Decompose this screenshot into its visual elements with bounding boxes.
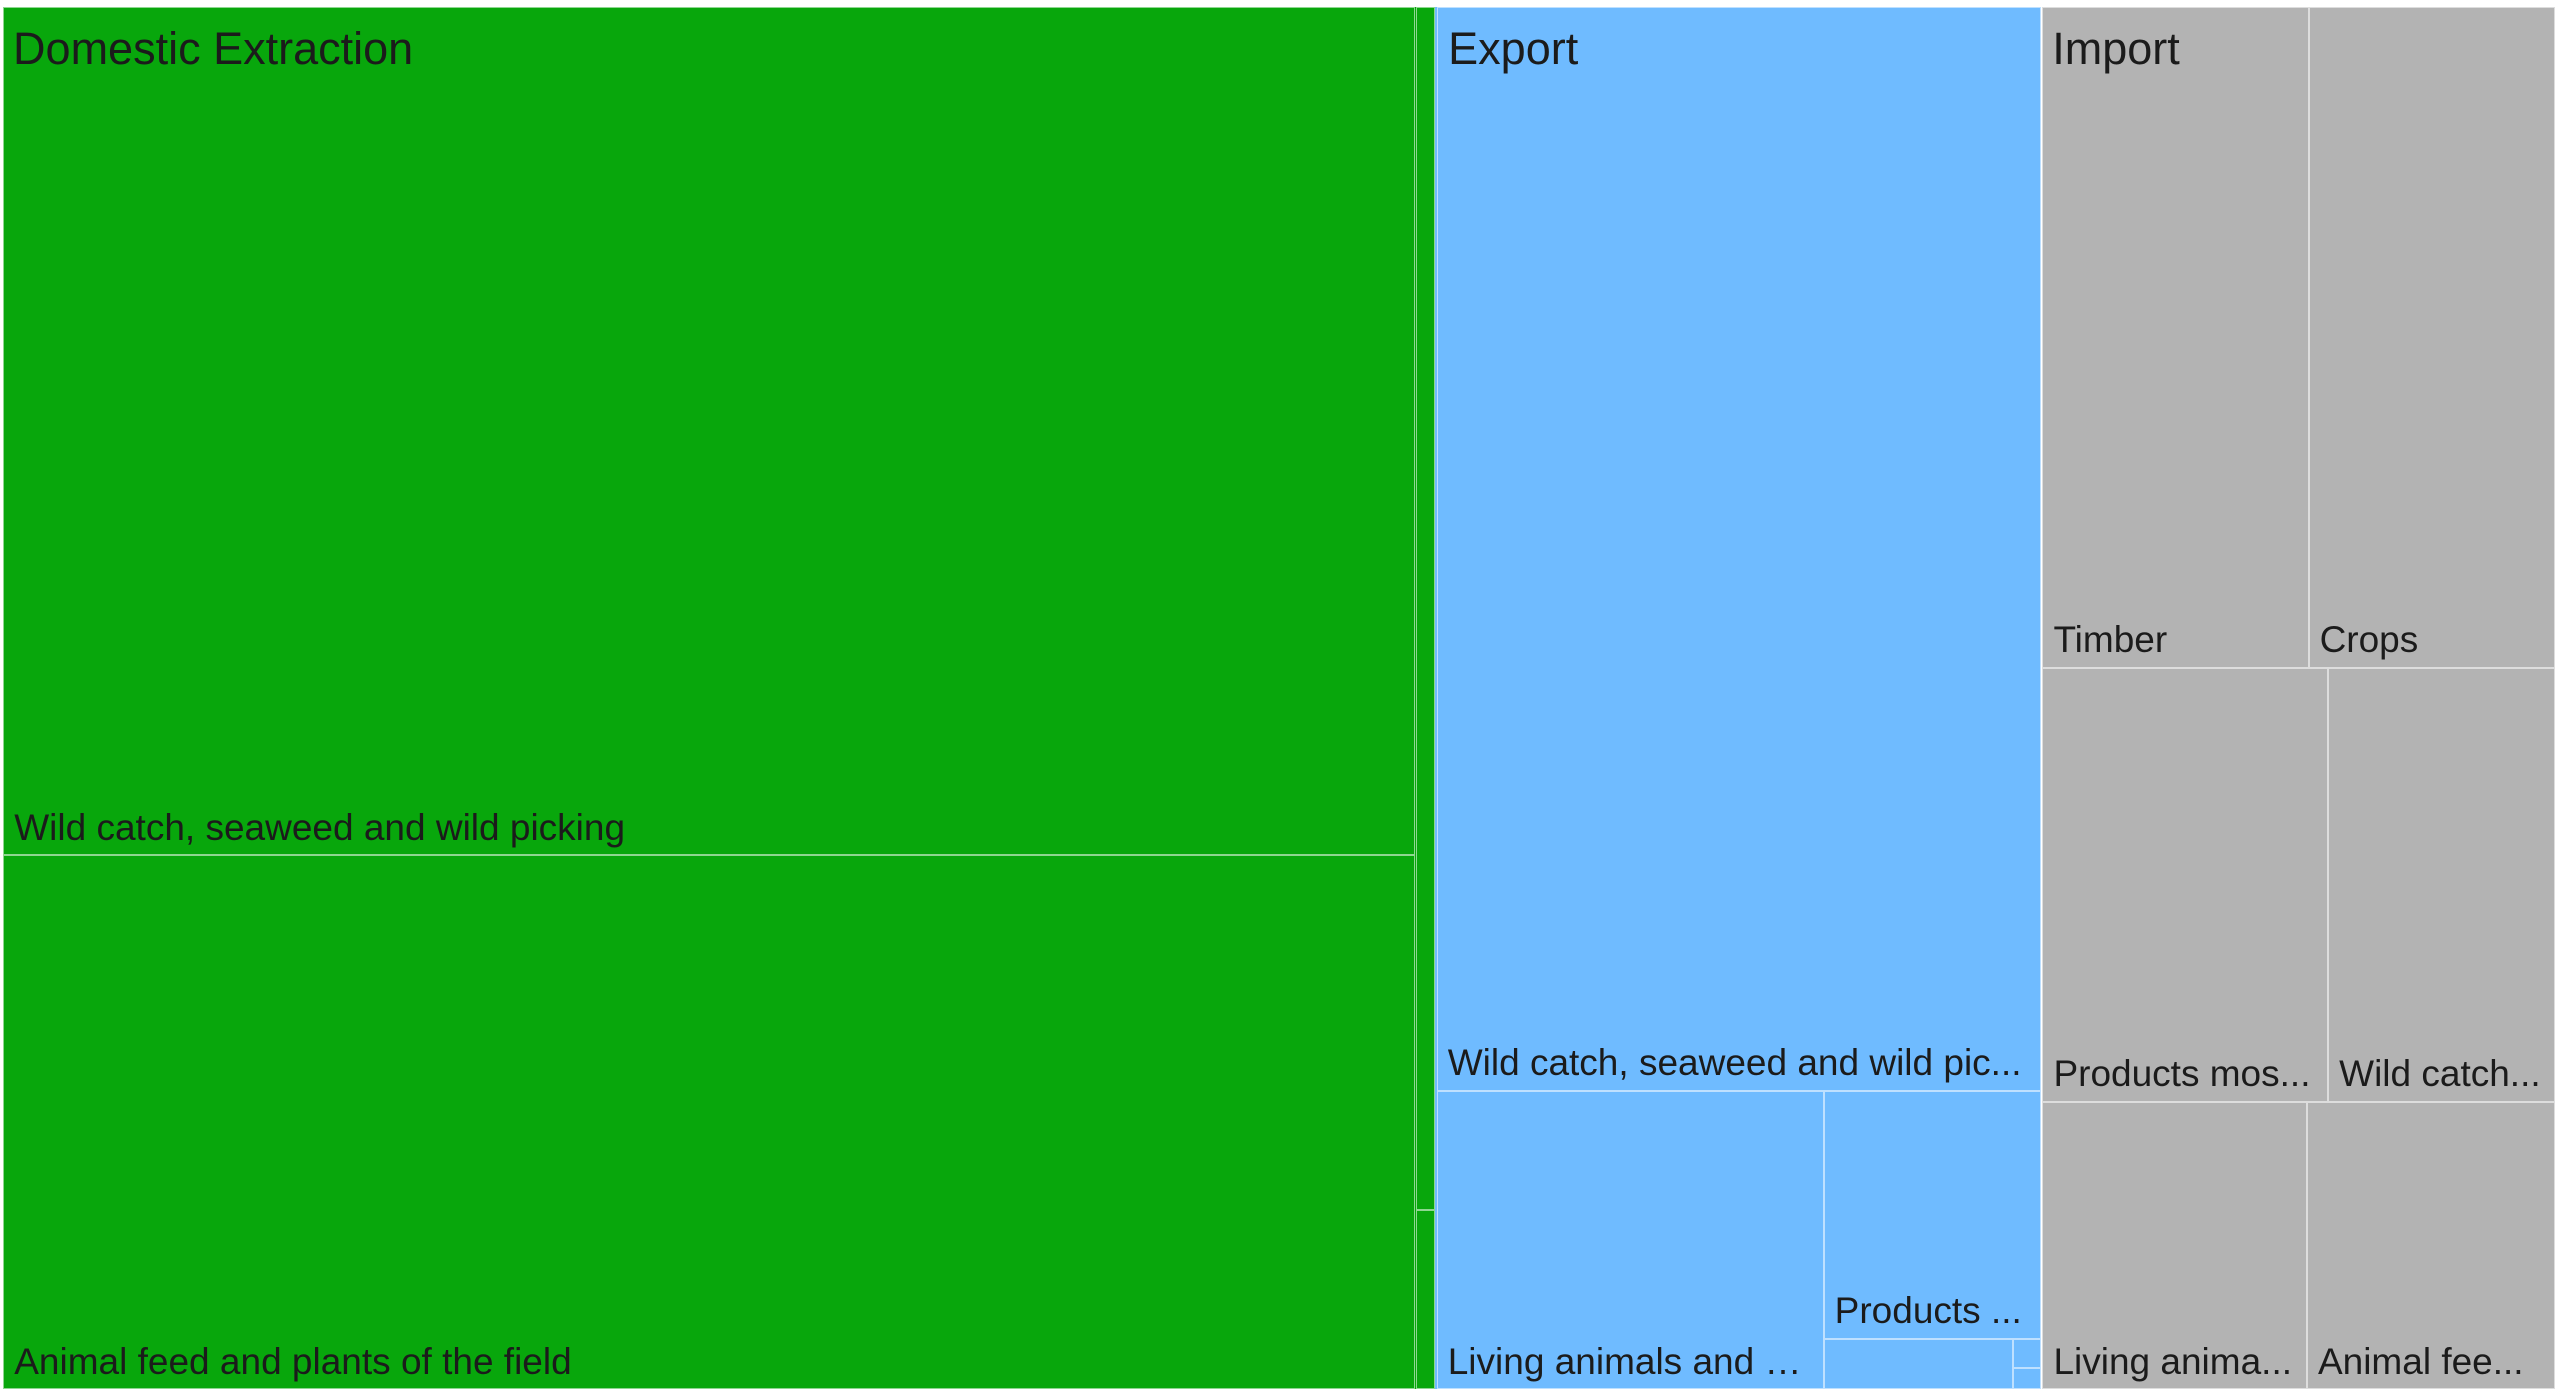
treemap-tile-label: Animal feed and plants of the field — [14, 1341, 572, 1382]
treemap-tile-label: Wild catch, seaweed and wild picking — [14, 807, 626, 848]
treemap-tile-domestic-extraction-wild-catch-seaweed-and-wild-picking[interactable]: Wild catch, seaweed and wild picking — [3, 6, 1416, 856]
treemap-tile-label: Living animals and a... — [1447, 1341, 1815, 1382]
treemap-tile-label: Timber — [2053, 620, 2168, 661]
treemap-tile-label: Products mos... — [2053, 1054, 2311, 1095]
treemap-tile-label: Animal fee... — [2317, 1341, 2524, 1382]
treemap-tile-domestic-extraction-animal-feed-and-plants-of-the-field[interactable]: Animal feed and plants of the field — [3, 855, 1416, 1390]
treemap-tile-import-animal-feed[interactable]: Animal fee... — [2306, 1102, 2556, 1390]
treemap-tile-import-living-animals[interactable]: Living anima... — [2042, 1102, 2307, 1390]
treemap-tile-export-products[interactable]: Products ... — [1823, 1090, 2041, 1339]
treemap-tile-label: Crops — [2319, 620, 2419, 661]
treemap-tile-export-wild-catch-seaweed-and-wild-picking[interactable]: Wild catch, seaweed and wild pic... — [1436, 6, 2041, 1091]
treemap-tile-domestic-extraction-item-4[interactable] — [1415, 1209, 1436, 1390]
treemap-tile-label: Wild catch... — [2339, 1054, 2541, 1095]
treemap-tile-import-timber[interactable]: Timber — [2042, 6, 2309, 668]
treemap-tile-import-crops[interactable]: Crops — [2308, 6, 2556, 668]
treemap-tile-label: Products ... — [1834, 1291, 2022, 1332]
treemap-tile-export-item-4[interactable] — [1823, 1338, 2014, 1390]
treemap-tile-label: Living anima... — [2053, 1341, 2293, 1382]
treemap-tile-export-item-5[interactable] — [2013, 1338, 2041, 1369]
treemap-tile-import-wild-catch[interactable]: Wild catch... — [2328, 667, 2556, 1102]
treemap-tile-domestic-extraction-item-3[interactable] — [1415, 6, 1436, 1210]
treemap-tile-export-living-animals-and-animal-products[interactable]: Living animals and a... — [1436, 1090, 1824, 1390]
treemap-tile-import-products-mostly[interactable]: Products mos... — [2042, 667, 2329, 1102]
treemap-tile-label: Wild catch, seaweed and wild pic... — [1447, 1042, 2022, 1083]
treemap-tile-export-item-6[interactable] — [2013, 1368, 2041, 1390]
